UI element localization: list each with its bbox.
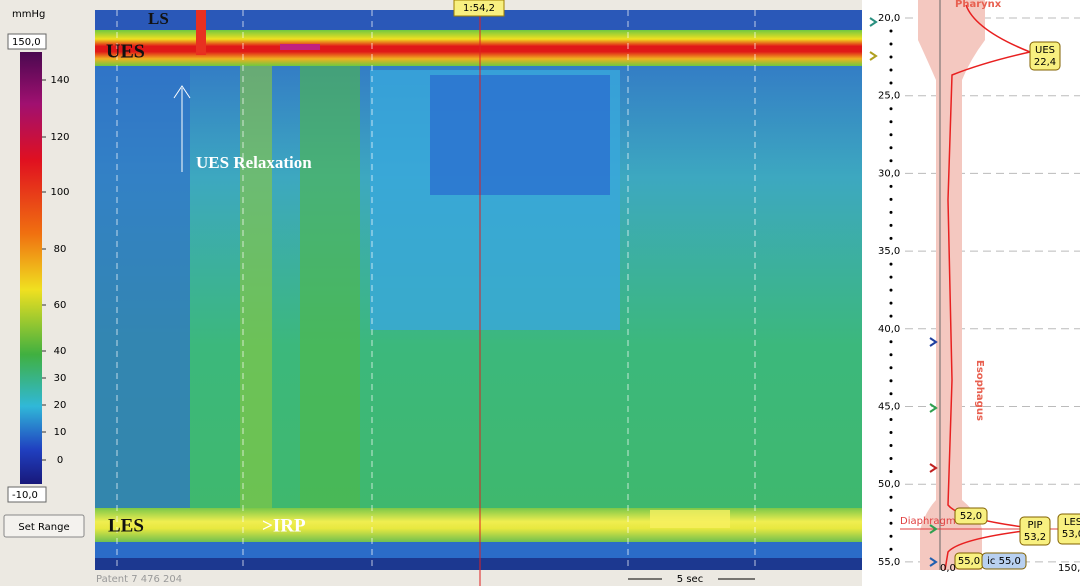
depth-tick-label: 55,0 — [878, 557, 900, 568]
depth-dot — [890, 69, 893, 72]
depth-tick-label: 25,0 — [878, 91, 900, 102]
marker-value: 53,0 — [1062, 529, 1080, 540]
irp-label: >IRP — [262, 515, 306, 536]
color-tick-label: 120 — [50, 132, 69, 143]
depth-dot — [890, 470, 893, 473]
depth-dot — [890, 444, 893, 447]
depth-dot — [890, 315, 893, 318]
marker-value: 55,0 — [958, 556, 980, 567]
color-tick-label: 20 — [54, 400, 67, 411]
depth-tick-label: 40,0 — [878, 324, 900, 335]
les-label: LES — [108, 515, 144, 536]
color-tick-label: 10 — [54, 427, 67, 438]
scale-label: 5 sec — [677, 574, 703, 585]
depth-dot — [890, 159, 893, 162]
depth-dot — [890, 496, 893, 499]
depth-dot — [890, 276, 893, 279]
unit: mmHg — [12, 9, 45, 20]
marker-value: 22,4 — [1034, 57, 1056, 68]
patent: Patent 7 476 204 — [96, 574, 182, 585]
depth-dot — [890, 418, 893, 421]
depth-dot — [890, 366, 893, 369]
heatmap — [95, 10, 862, 570]
min-value: -10,0 — [12, 490, 38, 501]
depth-dot — [890, 82, 893, 85]
depth-dot — [890, 133, 893, 136]
depth-dot — [890, 431, 893, 434]
esophagus-label: Esophagus — [974, 360, 985, 421]
depth-dot — [890, 146, 893, 149]
profile-panel — [862, 0, 1080, 586]
depth-dot — [890, 392, 893, 395]
max-value: 150,0 — [12, 37, 41, 48]
depth-dot — [890, 224, 893, 227]
marker-value: 53,2 — [1024, 532, 1046, 543]
depth-dot — [890, 457, 893, 460]
marker-value: ic 55,0 — [987, 556, 1021, 567]
x-tick-label: 0,0 — [940, 563, 956, 574]
color-tick-label: 30 — [54, 373, 67, 384]
cursor-time: 1:54,2 — [463, 3, 495, 14]
depth-dot — [890, 340, 893, 343]
depth-dot — [890, 120, 893, 123]
marker-name: PIP — [1027, 520, 1042, 531]
depth-tick-label: 30,0 — [878, 168, 900, 179]
ues-relaxation-label: UES Relaxation — [196, 153, 312, 172]
depth-dot — [890, 289, 893, 292]
marker-name: LES — [1064, 517, 1080, 528]
color-tick-label: 100 — [50, 187, 69, 198]
depth-tick-label: 35,0 — [878, 246, 900, 257]
color-bar — [20, 52, 42, 484]
marker-name: UES — [1035, 45, 1055, 56]
depth-dot — [890, 211, 893, 214]
ues-label: UES — [106, 41, 145, 63]
depth-dot — [890, 522, 893, 525]
color-tick-label: 40 — [54, 346, 67, 357]
pharynx-label: Pharynx — [955, 0, 1002, 10]
color-tick-label: 60 — [54, 300, 67, 311]
button-label: Set Range — [18, 522, 69, 533]
depth-tick-label: 45,0 — [878, 402, 900, 413]
color-tick-label: 0 — [57, 455, 63, 466]
depth-dot — [890, 509, 893, 512]
depth-dot — [890, 30, 893, 33]
x-tick-label: 150,0 — [1058, 563, 1080, 574]
depth-dot — [890, 302, 893, 305]
depth-dot — [890, 185, 893, 188]
depth-dot — [890, 353, 893, 356]
depth-dot — [890, 237, 893, 240]
diaphragm-label: Diaphragm — [900, 516, 956, 527]
depth-tick-label: 50,0 — [878, 479, 900, 490]
color-tick-label: 80 — [54, 244, 67, 255]
color-tick-label: 140 — [50, 75, 69, 86]
depth-dot — [890, 548, 893, 551]
page: mmHg 150,0 -10,0 Set Range 1:54,2 LS UES… — [0, 0, 1080, 586]
depth-tick-label: 20,0 — [878, 13, 900, 24]
marker-value: 52,0 — [960, 511, 982, 522]
depth-dot — [890, 535, 893, 538]
ls-label: LS — [148, 9, 169, 28]
depth-dot — [890, 107, 893, 110]
depth-dot — [890, 56, 893, 59]
depth-dot — [890, 263, 893, 266]
depth-dot — [890, 43, 893, 46]
depth-dot — [890, 379, 893, 382]
depth-dot — [890, 198, 893, 201]
screen: mmHg 150,0 -10,0 Set Range 1:54,2 LS UES… — [0, 0, 1080, 586]
